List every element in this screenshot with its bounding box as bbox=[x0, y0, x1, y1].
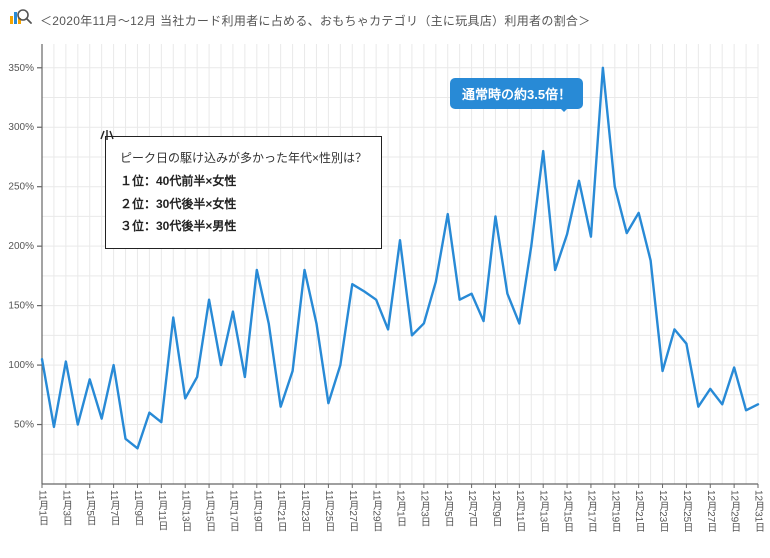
svg-text:50%: 50% bbox=[14, 420, 34, 431]
svg-text:250%: 250% bbox=[8, 182, 34, 193]
svg-text:11月29日: 11月29日 bbox=[371, 490, 383, 532]
chart-title: ＜2020年11月～12月 当社カード利用者に占める、おもちゃカテゴリ（主に玩具… bbox=[40, 12, 591, 29]
svg-text:11月17日: 11月17日 bbox=[227, 490, 239, 532]
svg-text:12月27日: 12月27日 bbox=[705, 490, 717, 532]
callout-text: 通常時の約3.5倍！ bbox=[462, 87, 571, 102]
svg-text:350%: 350% bbox=[8, 63, 34, 74]
svg-text:11月1日: 11月1日 bbox=[37, 490, 49, 526]
annotation-rank-1: １位：40代前半×女性 bbox=[120, 170, 367, 193]
svg-text:12月15日: 12月15日 bbox=[562, 490, 574, 532]
svg-text:100%: 100% bbox=[8, 360, 34, 371]
ranking-annotation-box: ピーク日の駆け込みが多かった年代×性別は？ １位：40代前半×女性 ２位：30代… bbox=[105, 136, 382, 249]
svg-text:12月17日: 12月17日 bbox=[585, 490, 597, 532]
svg-text:12月7日: 12月7日 bbox=[466, 490, 478, 527]
peak-callout: 通常時の約3.5倍！ bbox=[450, 78, 583, 109]
svg-text:11月25日: 11月25日 bbox=[323, 490, 335, 532]
chart-header: ＜2020年11月～12月 当社カード利用者に占める、おもちゃカテゴリ（主に玩具… bbox=[0, 0, 770, 39]
svg-text:150%: 150% bbox=[8, 301, 34, 312]
svg-text:11月13日: 11月13日 bbox=[180, 490, 192, 532]
svg-text:300%: 300% bbox=[8, 122, 34, 133]
svg-text:11月23日: 11月23日 bbox=[299, 490, 311, 532]
svg-text:12月9日: 12月9日 bbox=[490, 490, 502, 527]
svg-text:12月13日: 12月13日 bbox=[538, 490, 550, 532]
svg-text:11月7日: 11月7日 bbox=[108, 490, 120, 526]
tick-accent-icon bbox=[98, 127, 116, 150]
annotation-question: ピーク日の駆け込みが多かった年代×性別は？ bbox=[120, 147, 367, 170]
svg-text:200%: 200% bbox=[8, 241, 34, 252]
svg-text:12月21日: 12月21日 bbox=[633, 490, 645, 532]
line-chart-svg: 50% 100% 150% 200% 250% 300% 350% 11月1日 11月3日 11月… bbox=[0, 36, 764, 552]
svg-text:11月19日: 11月19日 bbox=[251, 490, 263, 532]
svg-text:12月3日: 12月3日 bbox=[418, 490, 430, 527]
svg-text:12月25日: 12月25日 bbox=[681, 490, 693, 532]
svg-text:11月9日: 11月9日 bbox=[132, 490, 144, 526]
annotation-rank-2: ２位：30代後半×女性 bbox=[120, 193, 367, 216]
svg-text:11月15日: 11月15日 bbox=[204, 490, 216, 532]
svg-text:12月23日: 12月23日 bbox=[657, 490, 669, 532]
svg-text:11月27日: 11月27日 bbox=[347, 490, 359, 532]
chart-search-icon bbox=[8, 6, 32, 35]
svg-text:12月31日: 12月31日 bbox=[753, 490, 765, 532]
chart-area: 50% 100% 150% 200% 250% 300% 350% 11月1日 11月3日 11月… bbox=[0, 36, 764, 552]
svg-text:12月19日: 12月19日 bbox=[609, 490, 621, 532]
svg-text:11月21日: 11月21日 bbox=[275, 490, 287, 532]
svg-text:12月11日: 12月11日 bbox=[514, 490, 526, 532]
svg-text:11月11日: 11月11日 bbox=[156, 490, 168, 531]
annotation-rank-3: ３位：30代後半×男性 bbox=[120, 215, 367, 238]
svg-text:12月5日: 12月5日 bbox=[442, 490, 454, 527]
svg-text:11月5日: 11月5日 bbox=[84, 490, 96, 526]
svg-text:11月3日: 11月3日 bbox=[60, 490, 72, 526]
svg-text:12月29日: 12月29日 bbox=[729, 490, 741, 532]
svg-text:12月1日: 12月1日 bbox=[395, 490, 407, 527]
